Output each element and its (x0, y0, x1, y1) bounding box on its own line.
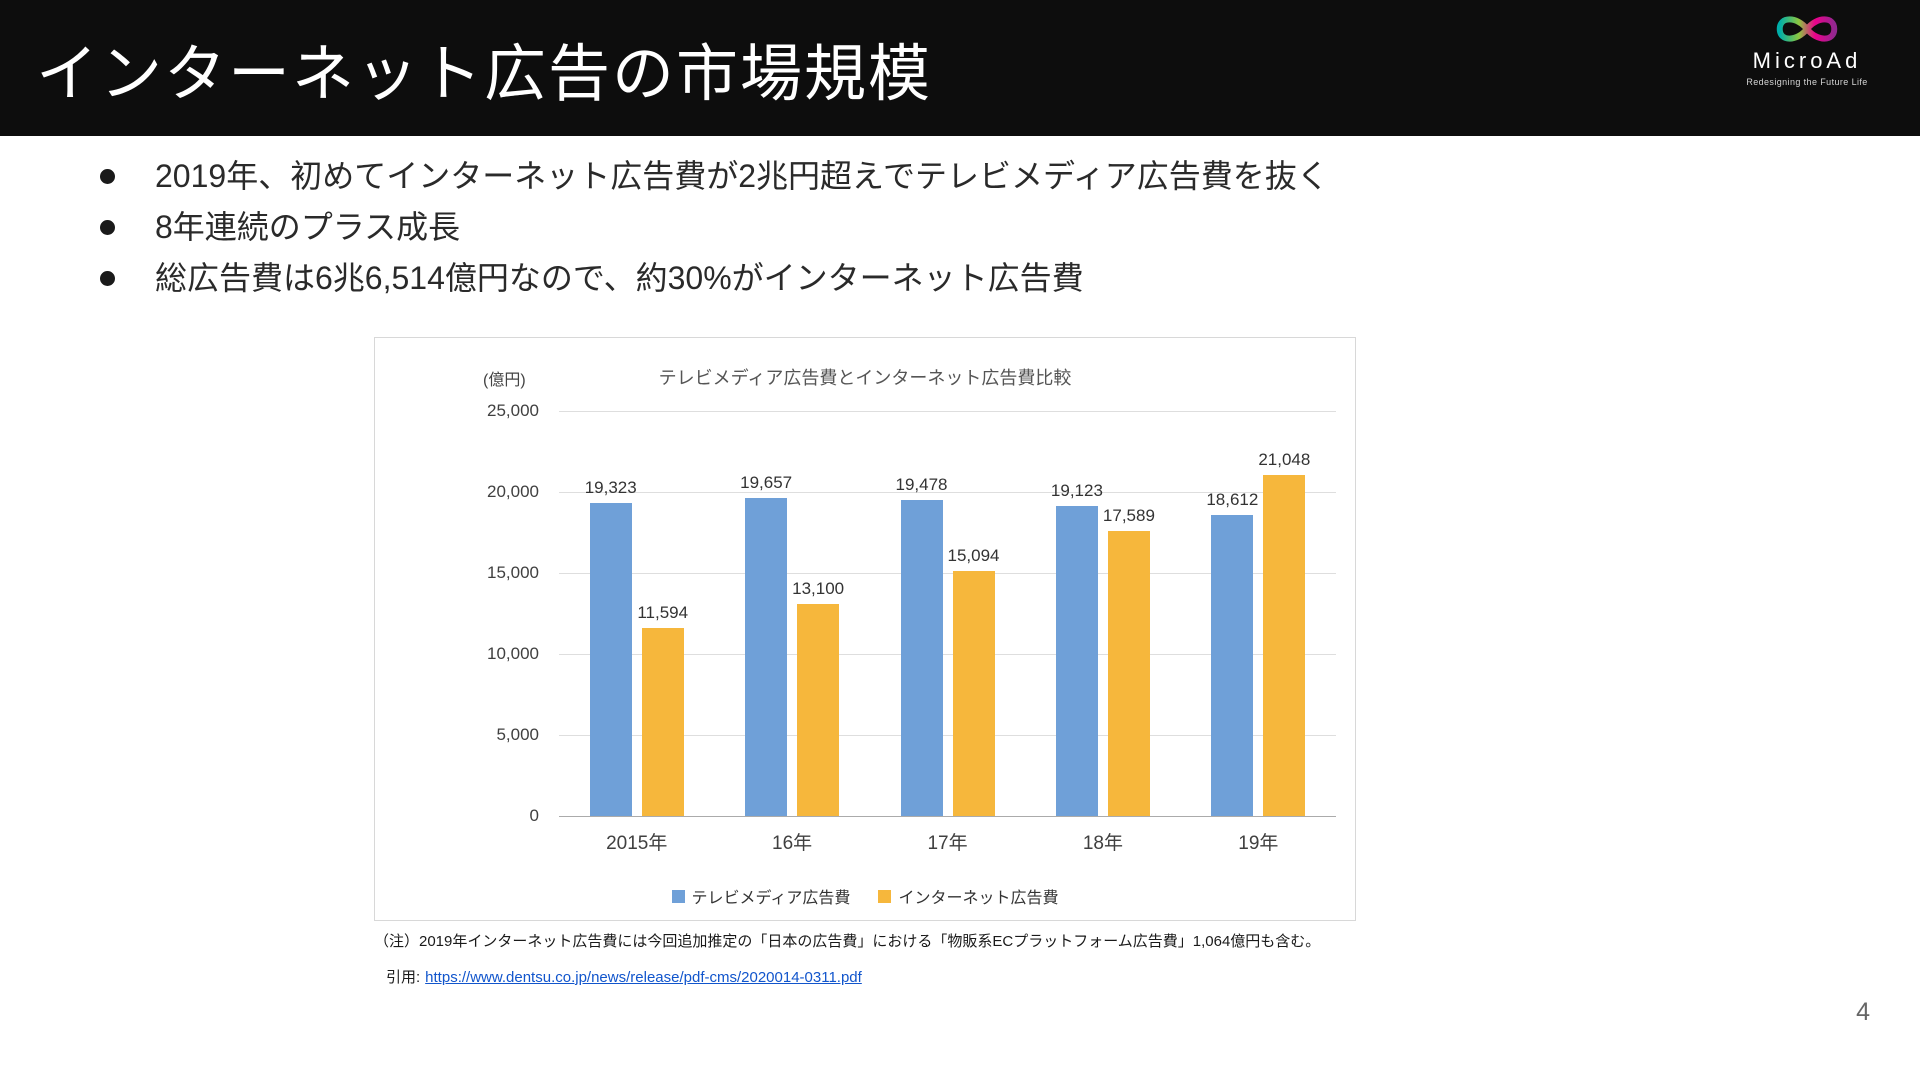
x-tick-label: 18年 (1082, 833, 1123, 854)
x-axis: 2015年 16年 17年 18年 19年 (559, 828, 1336, 855)
logo-tagline: Redesigning the Future Life (1746, 77, 1868, 87)
bar-group: 19,478 15,094 (870, 411, 1025, 816)
gridline (559, 492, 1336, 493)
gridline (559, 654, 1336, 655)
bar-group: 19,123 17,589 (1025, 411, 1180, 816)
bar-group: 19,657 13,100 (714, 411, 869, 816)
bar-value-label: 19,478 (895, 475, 948, 495)
bar: 17,589 (1103, 506, 1155, 816)
legend-item: テレビメディア広告費 (671, 884, 851, 908)
gridline (559, 816, 1336, 817)
infinity-ribbon-icon (1732, 6, 1882, 52)
bar-value-label: 13,100 (792, 578, 845, 598)
bullet-dot-icon (100, 219, 115, 235)
bar-value-label: 21,048 (1258, 450, 1311, 470)
bar: 19,323 (585, 478, 637, 816)
bar: 18,612 (1206, 490, 1258, 816)
y-tick-label: 25,000 (487, 401, 539, 420)
page-number: 4 (1856, 998, 1870, 1026)
bar-value-label: 19,323 (584, 477, 637, 497)
citation-link[interactable]: https://www.dentsu.co.jp/news/release/pd… (425, 969, 862, 986)
bullet-list: 2019年、初めてインターネット広告費が2兆円超えでテレビメディア広告費を抜く … (100, 156, 1329, 309)
x-tick-label: 19年 (1238, 833, 1279, 854)
y-tick-label: 5,000 (496, 725, 539, 744)
bar-value-label: 18,612 (1206, 489, 1259, 509)
bar: 19,123 (1051, 481, 1103, 816)
chart-unit-label: (億円) (483, 372, 526, 389)
chart-note: （注）2019年インターネット広告費には今回追加推定の「日本の広告費」における「… (374, 933, 1321, 950)
chart-title: テレビメディア広告費とインターネット広告費比較 (658, 368, 1072, 388)
y-tick-label: 15,000 (487, 563, 539, 582)
chart-container: テレビメディア広告費とインターネット広告費比較 (億円) 0 5,000 10,00… (374, 337, 1356, 921)
bar: 19,657 (740, 473, 792, 816)
bar-value-label: 17,589 (1102, 506, 1155, 526)
header-bar: インターネット広告の市場規模 MicroAd Redesigni (0, 0, 1920, 136)
gridline (559, 573, 1336, 574)
bar: 19,478 (896, 475, 948, 816)
bar-value-label: 11,594 (637, 603, 689, 623)
y-tick-label: 10,000 (487, 644, 539, 663)
bar-value-label: 19,123 (1050, 481, 1103, 501)
bar-group: 19,323 11,594 (559, 411, 714, 816)
x-tick-label: 17年 (927, 833, 968, 854)
citation-prefix: 引用: (386, 969, 421, 986)
gridline (559, 411, 1336, 412)
bar: 21,048 (1258, 450, 1310, 816)
x-tick-label: 16年 (772, 833, 813, 854)
bar-value-label: 15,094 (947, 546, 1000, 566)
bar: 13,100 (792, 579, 844, 816)
page-title: インターネット広告の市場規模 (36, 40, 933, 109)
citation: 引用: https://www.dentsu.co.jp/news/release… (386, 966, 862, 987)
gridline (559, 735, 1336, 736)
bullet-text: 2019年、初めてインターネット広告費が2兆円超えでテレビメディア広告費を抜く (155, 158, 1329, 194)
microad-logo: MicroAd Redesigning the Future Life (1732, 6, 1882, 87)
bullet-dot-icon (100, 168, 115, 184)
bullet-item: 2019年、初めてインターネット広告費が2兆円超えでテレビメディア広告費を抜く (100, 156, 1329, 196)
y-axis: 0 5,000 10,000 15,000 20,000 25,000 (375, 401, 549, 825)
bullet-item: 総広告費は6兆6,514億円なので、約30%がインターネット広告費 (100, 258, 1329, 298)
y-tick-label: 0 (529, 806, 539, 825)
bullet-text: 8年連続のプラス成長 (155, 209, 461, 245)
legend-swatch-icon (671, 889, 685, 903)
logo-brand-text: MicroAd (1752, 48, 1862, 73)
chart-legend: テレビメディア広告費 インターネット広告費 (375, 884, 1355, 908)
x-tick-label: 2015年 (606, 833, 668, 854)
bar: 11,594 (637, 603, 688, 816)
bullet-text: 総広告費は6兆6,514億円なので、約30%がインターネット広告費 (155, 260, 1084, 296)
bar-value-label: 19,657 (740, 472, 793, 492)
bullet-dot-icon (100, 270, 115, 286)
legend-label: テレビメディア広告費 (691, 890, 851, 907)
legend-label: インターネット広告費 (898, 890, 1059, 907)
bar-group: 18,612 21,048 (1181, 411, 1336, 816)
legend-item: インターネット広告費 (878, 884, 1058, 908)
legend-swatch-icon (878, 889, 892, 903)
plot-area: 19,323 11,594 19,657 13,100 19,478 15,094 19,1… (559, 411, 1336, 817)
bar: 15,094 (948, 546, 1000, 816)
bullet-item: 8年連続のプラス成長 (100, 207, 1329, 247)
y-tick-label: 20,000 (487, 482, 539, 501)
